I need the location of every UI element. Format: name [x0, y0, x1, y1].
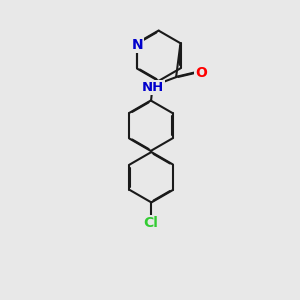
Text: O: O	[195, 66, 207, 80]
Text: NH: NH	[141, 81, 164, 94]
Text: Cl: Cl	[144, 216, 158, 230]
Text: N: N	[131, 38, 143, 52]
